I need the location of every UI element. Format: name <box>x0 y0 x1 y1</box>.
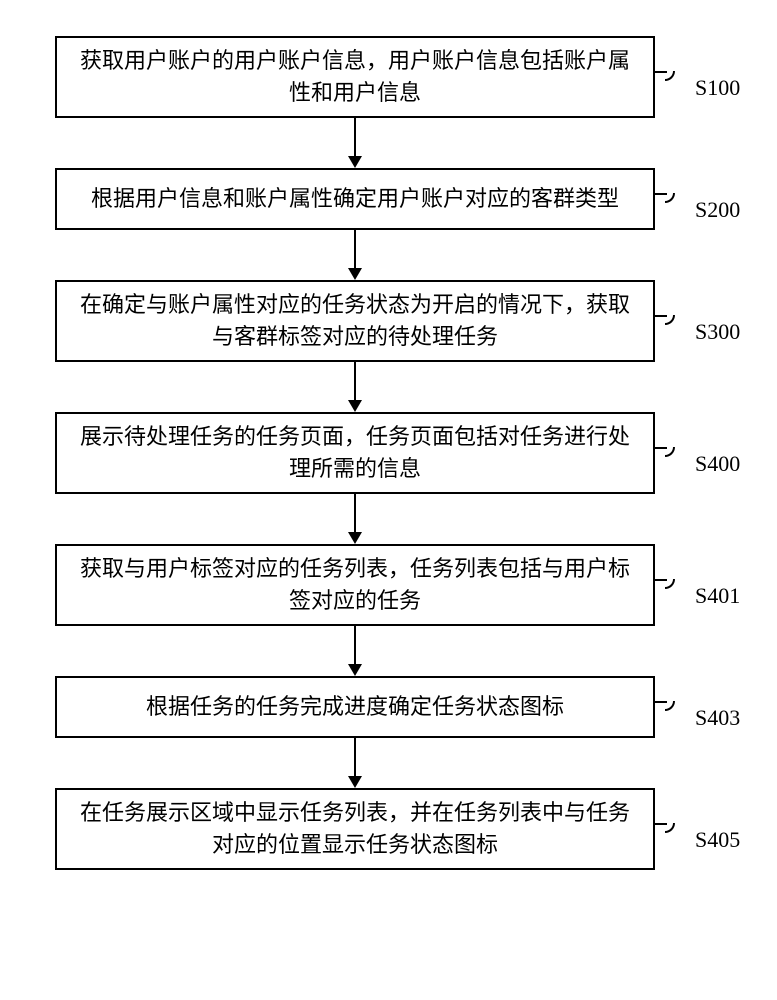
step-label-s401: S401 <box>695 583 740 609</box>
bracket-curve <box>665 71 675 81</box>
step-label-s300: S300 <box>695 319 740 345</box>
bracket-curve <box>665 315 675 325</box>
step-text: 根据任务的任务完成进度确定任务状态图标 <box>146 691 564 723</box>
step-text: 获取用户账户的用户账户信息，用户账户信息包括账户属性和用户信息 <box>77 45 633 109</box>
arrowhead-icon <box>348 268 362 280</box>
connector <box>354 230 356 270</box>
flow-step-s401: 获取与用户标签对应的任务列表，任务列表包括与用户标签对应的任务 <box>55 544 655 626</box>
flow-step-s100: 获取用户账户的用户账户信息，用户账户信息包括账户属性和用户信息 <box>55 36 655 118</box>
step-text: 在任务展示区域中显示任务列表，并在任务列表中与任务对应的位置显示任务状态图标 <box>77 797 633 861</box>
flow-step-s200: 根据用户信息和账户属性确定用户账户对应的客群类型 <box>55 168 655 230</box>
connector <box>354 626 356 666</box>
step-text: 展示待处理任务的任务页面，任务页面包括对任务进行处理所需的信息 <box>77 421 633 485</box>
arrowhead-icon <box>348 156 362 168</box>
flow-step-s400: 展示待处理任务的任务页面，任务页面包括对任务进行处理所需的信息 <box>55 412 655 494</box>
step-label-s200: S200 <box>695 197 740 223</box>
step-text: 根据用户信息和账户属性确定用户账户对应的客群类型 <box>91 183 619 215</box>
bracket-curve <box>665 823 675 833</box>
step-label-s405: S405 <box>695 827 740 853</box>
flow-step-s403: 根据任务的任务完成进度确定任务状态图标 <box>55 676 655 738</box>
bracket-curve <box>665 193 675 203</box>
step-label-s100: S100 <box>695 75 740 101</box>
connector <box>354 738 356 778</box>
arrowhead-icon <box>348 776 362 788</box>
step-label-s400: S400 <box>695 451 740 477</box>
connector <box>354 494 356 534</box>
step-text: 在确定与账户属性对应的任务状态为开启的情况下，获取与客群标签对应的待处理任务 <box>77 289 633 353</box>
step-text: 获取与用户标签对应的任务列表，任务列表包括与用户标签对应的任务 <box>77 553 633 617</box>
arrowhead-icon <box>348 532 362 544</box>
flow-step-s405: 在任务展示区域中显示任务列表，并在任务列表中与任务对应的位置显示任务状态图标 <box>55 788 655 870</box>
connector <box>354 362 356 402</box>
flow-step-s300: 在确定与账户属性对应的任务状态为开启的情况下，获取与客群标签对应的待处理任务 <box>55 280 655 362</box>
bracket-curve <box>665 447 675 457</box>
bracket-curve <box>665 579 675 589</box>
arrowhead-icon <box>348 400 362 412</box>
step-label-s403: S403 <box>695 705 740 731</box>
bracket-curve <box>665 701 675 711</box>
arrowhead-icon <box>348 664 362 676</box>
connector <box>354 118 356 158</box>
